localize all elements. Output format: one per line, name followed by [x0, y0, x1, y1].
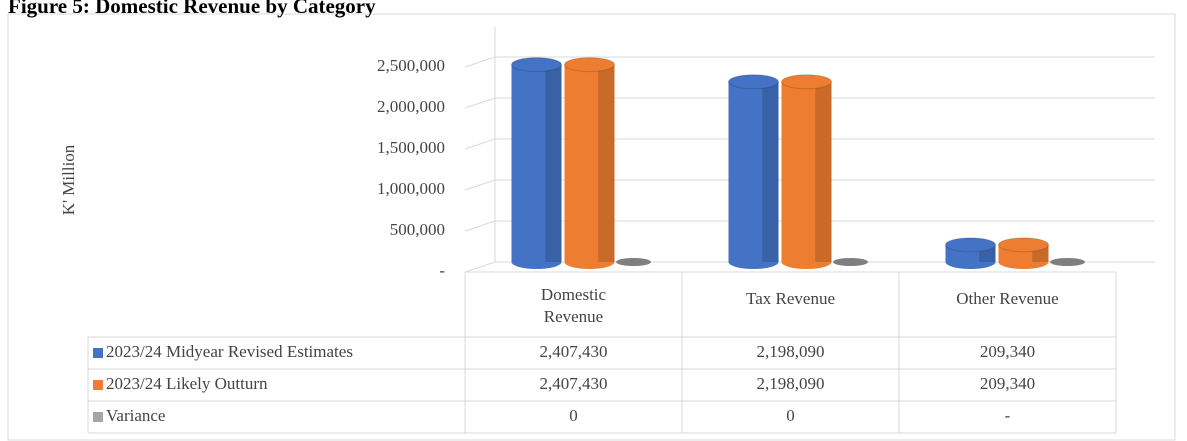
bar-group	[728, 74, 779, 269]
data-label: 209,340	[980, 342, 1035, 361]
y-tick-label: 500,000	[390, 220, 445, 239]
bar	[781, 81, 832, 262]
legend-swatch	[93, 380, 103, 390]
y-tick-label: 1,500,000	[377, 138, 445, 157]
x-tick-label: Tax Revenue	[746, 289, 835, 308]
data-label: 0	[786, 406, 795, 425]
bar-top	[945, 237, 996, 253]
bar-group	[564, 57, 615, 269]
x-tick-label: Other Revenue	[956, 289, 1058, 308]
bar-zero	[616, 258, 651, 266]
data-label: 2,407,430	[540, 342, 608, 361]
data-label: 2,407,430	[540, 374, 608, 393]
legend-label: 2023/24 Likely Outturn	[106, 374, 268, 393]
bar-group	[998, 237, 1049, 269]
bar-top	[511, 57, 562, 73]
y-tick-label: 1,000,000	[377, 179, 445, 198]
y-tick-label: 2,000,000	[377, 97, 445, 116]
bar-group	[781, 74, 832, 269]
legend-swatch	[93, 412, 103, 422]
y-tick-label: 2,500,000	[377, 56, 445, 75]
bar-shade	[598, 64, 615, 263]
bar-shade	[762, 81, 779, 262]
data-label: 2,198,090	[757, 374, 825, 393]
bar-group	[511, 57, 562, 269]
bar-top	[564, 57, 615, 73]
bar-zero	[833, 258, 868, 266]
data-label: -	[1005, 406, 1011, 425]
chart-title: Figure 5: Domestic Revenue by Category	[8, 0, 376, 18]
bar-top	[998, 237, 1049, 253]
chart-border	[7, 13, 1176, 441]
legend-label: Variance	[106, 406, 165, 425]
data-label: 2,198,090	[757, 342, 825, 361]
bar	[511, 64, 562, 263]
data-label: 209,340	[980, 374, 1035, 393]
bar	[564, 64, 615, 263]
bar-zero	[1050, 258, 1085, 266]
y-axis-label: K' Million	[59, 144, 78, 215]
bar	[728, 81, 779, 262]
bar-group	[945, 237, 996, 269]
legend-swatch	[93, 348, 103, 358]
legend-label: 2023/24 Midyear Revised Estimates	[106, 342, 353, 361]
data-label: 0	[569, 406, 578, 425]
bar-shade	[545, 64, 562, 263]
bar-shade	[815, 81, 832, 262]
bar-top	[781, 74, 832, 90]
bar-top	[728, 74, 779, 90]
x-tick-label: Domestic Revenue	[541, 285, 607, 326]
y-tick-label: -	[439, 261, 445, 280]
